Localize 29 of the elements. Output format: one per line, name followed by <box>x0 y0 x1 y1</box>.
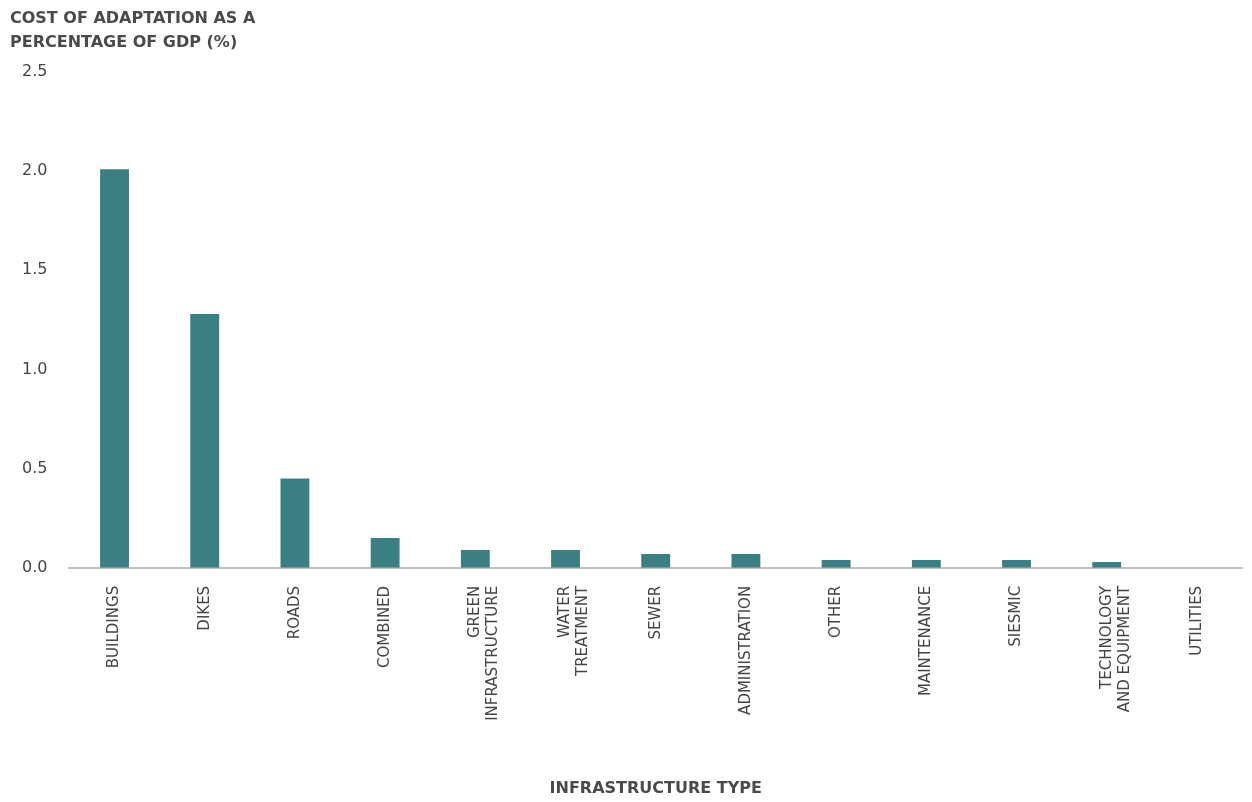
bar <box>280 478 310 568</box>
x-tick-label: ADMINISTRATION <box>735 585 754 715</box>
y-tick-label: 2.0 <box>21 160 48 180</box>
x-tick-label: BUILDINGS <box>104 585 123 669</box>
bar <box>100 169 129 568</box>
y-tick-label: 1.0 <box>21 358 48 378</box>
x-tick-label: OTHER <box>826 585 845 639</box>
y-tick-label: 2.5 <box>21 61 48 81</box>
y-tick-label: 0.5 <box>21 457 48 477</box>
x-tick-label: ROADS <box>284 585 303 640</box>
x-tick-label: WATER TREATMENT <box>555 585 592 677</box>
bar <box>370 538 400 568</box>
x-tick-label: SEWER <box>645 585 664 640</box>
x-tick-label: DIKES <box>194 585 213 631</box>
y-tick-label: 1.5 <box>21 259 48 279</box>
x-tick-label: TECHNOLOGY AND EQUIPMENT <box>1096 585 1133 713</box>
x-tick-label: UTILITIES <box>1186 585 1205 656</box>
x-tick-label: COMBINED <box>375 585 394 669</box>
bar <box>731 553 761 568</box>
chart-title: COST OF ADAPTATION AS A PERCENTAGE OF GDP (%) <box>10 7 257 53</box>
bar <box>460 550 490 568</box>
bar <box>551 550 580 568</box>
x-axis-title: INFRASTRUCTURE TYPE <box>549 777 762 797</box>
y-tick-label: 0.0 <box>21 557 48 577</box>
bar <box>641 553 671 568</box>
x-tick-label: GREEN INFRASTRUCTURE <box>465 585 502 721</box>
x-tick-label: MAINTENANCE <box>916 585 935 697</box>
x-tick-label: SIESMIC <box>1006 585 1025 647</box>
bar <box>190 313 220 568</box>
